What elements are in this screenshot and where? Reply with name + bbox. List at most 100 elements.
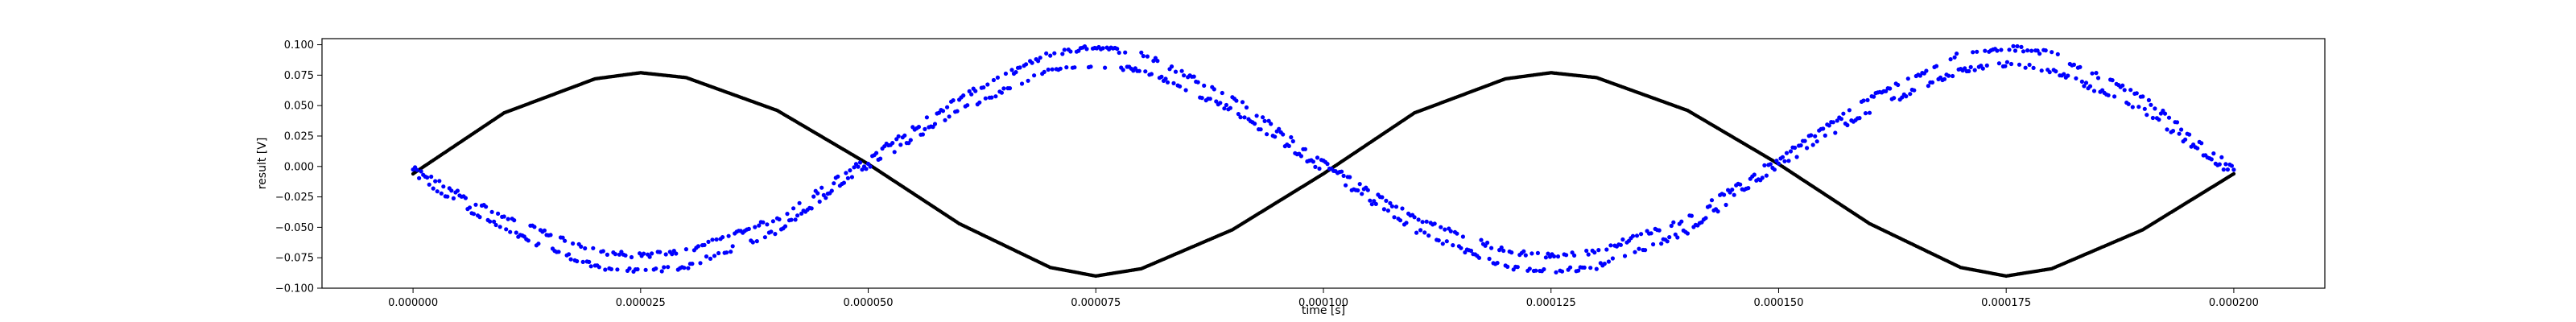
data-point — [1809, 133, 1814, 138]
data-point — [782, 224, 788, 229]
data-point — [746, 226, 751, 231]
data-point — [1202, 83, 1207, 88]
data-point — [754, 239, 759, 244]
data-point — [1984, 63, 1989, 68]
data-point — [1044, 51, 1049, 56]
data-point — [1564, 253, 1569, 258]
data-point — [2039, 68, 2044, 73]
data-point — [1633, 250, 1637, 254]
data-point — [1436, 238, 1441, 243]
data-point — [1340, 169, 1344, 174]
data-point — [1183, 88, 1188, 93]
data-point — [1952, 55, 1957, 60]
data-point — [1455, 231, 1459, 236]
data-point — [1608, 243, 1613, 248]
data-point — [603, 267, 608, 272]
data-point — [683, 247, 689, 252]
data-point — [567, 252, 572, 257]
data-point — [1103, 65, 1108, 70]
x-tick-label: 0.000200 — [2209, 297, 2259, 309]
data-point — [654, 266, 658, 271]
data-point — [1007, 86, 1013, 91]
data-point — [1476, 255, 1482, 260]
data-point — [698, 261, 703, 266]
data-point — [714, 237, 719, 242]
data-point — [2021, 49, 2026, 54]
data-point — [1618, 242, 1623, 247]
data-point — [969, 92, 974, 97]
data-point — [1582, 265, 1587, 270]
data-point — [1630, 233, 1636, 238]
data-point — [1372, 199, 1377, 204]
data-point — [1178, 84, 1183, 89]
data-point — [449, 188, 454, 193]
data-point — [1639, 232, 1644, 237]
data-point — [1468, 248, 1474, 254]
data-point — [1671, 220, 1676, 225]
data-point — [999, 90, 1004, 95]
data-point — [720, 235, 725, 240]
data-point — [473, 202, 478, 207]
data-point — [726, 233, 731, 238]
data-point — [2136, 105, 2141, 109]
data-point — [2008, 61, 2014, 67]
data-point — [1559, 269, 1565, 274]
data-point — [1794, 155, 1799, 159]
data-point — [583, 246, 588, 251]
data-point — [504, 227, 509, 232]
data-point — [1724, 202, 1728, 208]
data-point — [560, 235, 565, 240]
data-point — [1302, 147, 1307, 151]
data-point — [2128, 88, 2133, 93]
data-point — [686, 266, 691, 270]
data-point — [824, 196, 828, 200]
data-point — [2211, 151, 2216, 156]
data-point — [1048, 53, 1053, 58]
data-point — [471, 212, 477, 217]
data-point — [967, 89, 972, 93]
data-point — [1489, 246, 1494, 250]
data-point — [1404, 221, 1409, 225]
data-point — [1137, 68, 1141, 73]
data-point — [2174, 120, 2180, 125]
data-point — [1896, 82, 1901, 88]
data-point — [1360, 192, 1364, 196]
x-tick-label: 0.000025 — [616, 297, 666, 309]
data-point — [857, 160, 863, 165]
data-point — [1810, 142, 1815, 147]
data-point — [1813, 134, 1818, 138]
data-point — [2003, 64, 2008, 68]
data-point — [2179, 127, 2184, 132]
data-point — [2025, 48, 2030, 53]
data-point — [1833, 130, 1838, 135]
data-point — [1784, 151, 1790, 155]
data-point — [1424, 219, 1429, 224]
data-point — [1596, 248, 1601, 253]
data-point — [1746, 186, 1751, 191]
y-tick-label: −0.075 — [275, 253, 314, 265]
data-point — [1546, 251, 1550, 256]
data-point — [1191, 74, 1196, 79]
data-point — [2140, 94, 2145, 99]
data-point — [635, 266, 640, 272]
data-point — [845, 175, 850, 180]
data-point — [983, 96, 988, 101]
data-point — [2153, 106, 2157, 111]
data-point — [2161, 108, 2165, 114]
data-point — [2225, 167, 2230, 172]
data-point — [1253, 122, 1257, 126]
data-point — [1163, 76, 1168, 81]
data-point — [1995, 48, 2000, 53]
data-point — [2106, 93, 2111, 97]
data-point — [993, 94, 998, 99]
data-point — [2177, 131, 2182, 136]
data-point — [2134, 91, 2139, 96]
data-point — [1908, 92, 1913, 97]
data-point — [1980, 66, 1985, 71]
data-point — [580, 259, 585, 264]
data-point — [643, 267, 648, 272]
x-tick-label: 0.000000 — [388, 297, 438, 309]
data-point — [1344, 183, 1348, 188]
data-point — [1265, 132, 1269, 137]
data-point — [1315, 155, 1320, 160]
